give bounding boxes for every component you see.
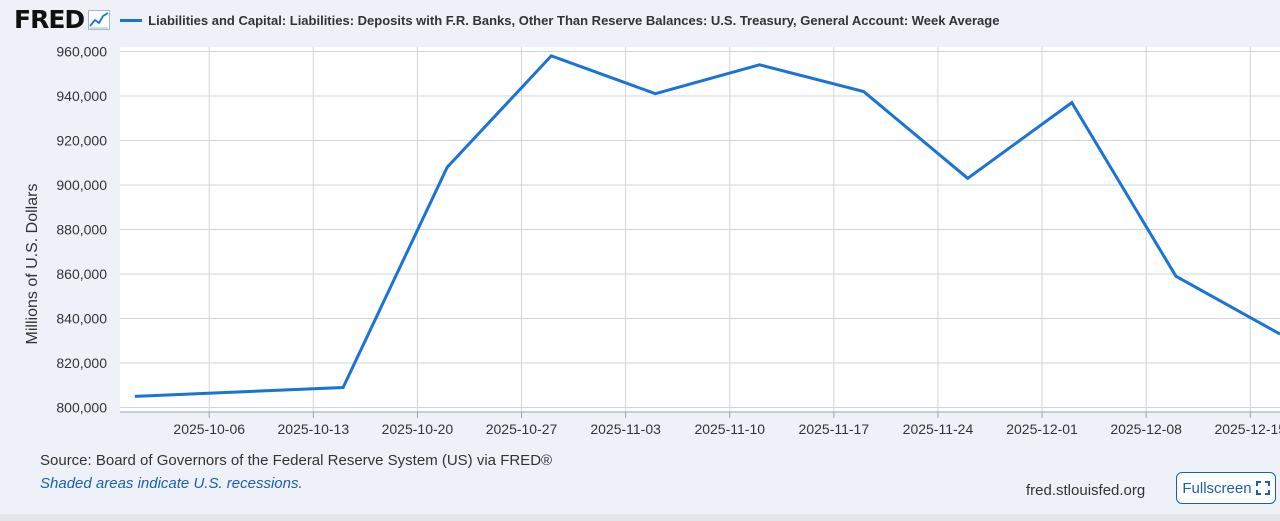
fullscreen-button[interactable]: Fullscreen <box>1176 472 1276 504</box>
x-tick-label: 2025-11-24 <box>903 421 974 437</box>
site-url-link[interactable]: fred.stlouisfed.org <box>1026 482 1146 499</box>
series-legend: Liabilities and Capital: Liabilities: De… <box>120 13 999 28</box>
trend-line-icon <box>88 10 111 30</box>
x-tick-label: 2025-10-13 <box>278 421 350 437</box>
y-tick-label: 800,000 <box>56 400 107 416</box>
fullscreen-label: Fullscreen <box>1182 479 1252 497</box>
chart-area: Millions of U.S. Dollars 800,000 820,000 8… <box>0 34 1280 444</box>
x-tick-label: 2025-11-10 <box>694 421 765 437</box>
x-tick-label: 2025-12-01 <box>1006 421 1078 437</box>
x-tick-label: 2025-12-15 <box>1214 421 1280 437</box>
line-chart[interactable]: 800,000 820,000 840,000 860,000 880,000 900,0… <box>0 34 1280 444</box>
bottom-strip <box>0 514 1280 521</box>
source-text: Source: Board of Governors of the Federa… <box>40 452 553 469</box>
chart-header: FRED Liabilities and Capital: Liabilitie… <box>14 6 999 34</box>
series-title: Liabilities and Capital: Liabilities: De… <box>148 12 1000 28</box>
x-tick-label: 2025-10-20 <box>382 421 454 437</box>
y-tick-label: 880,000 <box>56 222 107 238</box>
y-tick-label: 860,000 <box>56 266 107 282</box>
logo-text: FRED <box>14 5 85 34</box>
fred-logo[interactable]: FRED <box>14 5 111 34</box>
expand-icon <box>1255 481 1270 495</box>
x-tick-label: 2025-11-17 <box>799 421 870 437</box>
y-tick-label: 960,000 <box>56 43 107 59</box>
x-tick-label: 2025-12-08 <box>1110 421 1182 437</box>
x-tick-label: 2025-11-03 <box>590 421 661 437</box>
y-tick-label: 840,000 <box>56 311 107 327</box>
y-tick-label: 920,000 <box>56 132 107 148</box>
y-axis-label: Millions of U.S. Dollars <box>24 183 41 345</box>
y-tick-label: 820,000 <box>56 355 107 371</box>
x-tick-label: 2025-10-27 <box>486 421 558 437</box>
y-tick-label: 900,000 <box>56 177 107 193</box>
x-tick-label: 2025-10-06 <box>173 421 245 437</box>
legend-swatch <box>120 18 143 22</box>
recession-note: Shaded areas indicate U.S. recessions. <box>40 475 303 492</box>
y-tick-label: 940,000 <box>56 88 107 104</box>
